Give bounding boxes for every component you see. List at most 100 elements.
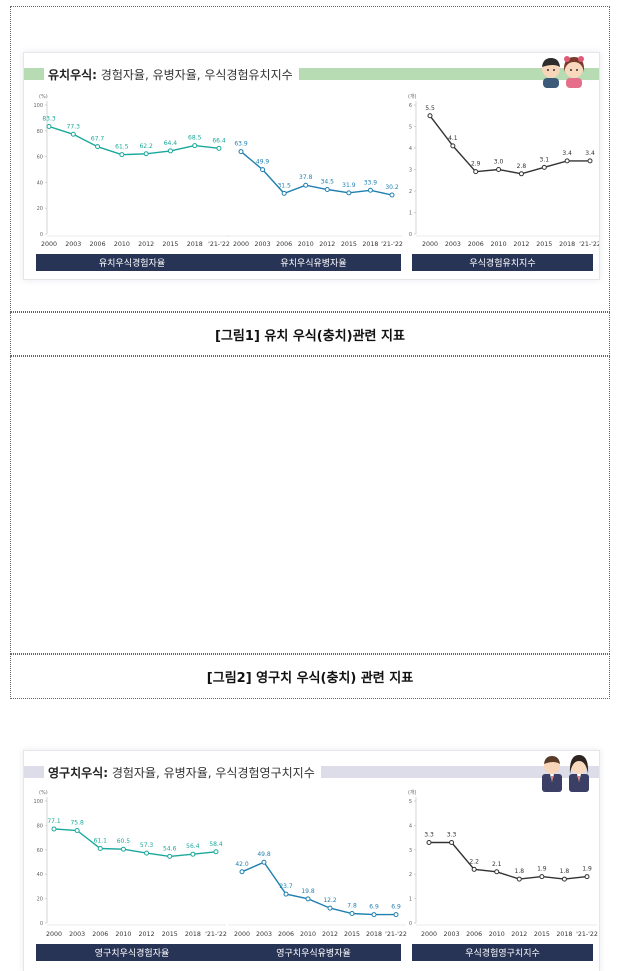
chart2-series-line bbox=[240, 151, 393, 196]
chart1-x-tick-label: 2015 bbox=[162, 241, 178, 248]
chart3-x-tick-label: 2015 bbox=[536, 241, 552, 248]
child-boy-girl-icon bbox=[538, 54, 588, 92]
chart5-data-label: 6.9 bbox=[391, 904, 401, 911]
chart6-y-tick-label: 1 bbox=[409, 897, 412, 903]
chart1-title-band bbox=[36, 254, 228, 271]
chart2-point bbox=[303, 182, 309, 188]
chart6-data-label: 1.8 bbox=[515, 868, 525, 875]
chart3-point bbox=[518, 171, 524, 177]
chart3-x-tick-label: 2012 bbox=[513, 241, 529, 248]
chart3-point bbox=[541, 164, 547, 170]
chart4-x-tick-label: 2003 bbox=[69, 931, 85, 938]
chart3-point bbox=[564, 158, 570, 164]
chart2-x-tick-label: 2012 bbox=[319, 241, 335, 248]
figure1-header-title: 유치우식: 경험자율, 유병자율, 우식경험유치지수 bbox=[44, 66, 299, 83]
chart1-x-tick-label: 2006 bbox=[90, 241, 106, 248]
chart2-data-label: 49.9 bbox=[256, 159, 270, 166]
chart1-unit-label: (%) bbox=[39, 94, 48, 100]
chart3-x-tick-label: 2003 bbox=[445, 241, 461, 248]
chart3-data-label: 3.4 bbox=[585, 150, 595, 157]
chart4-x-tick-label: '21-'22 bbox=[205, 931, 227, 938]
chart4-point bbox=[144, 850, 150, 856]
chart5-x-tick-label: 2010 bbox=[300, 931, 316, 938]
chart2-point bbox=[346, 190, 352, 196]
chart3-series-line bbox=[429, 115, 590, 175]
chart6-y-tick-label: 0 bbox=[409, 921, 412, 927]
chart2-point bbox=[367, 187, 373, 193]
chart6-x-tick-label: 2015 bbox=[534, 931, 550, 938]
chart2-data-label: 31.5 bbox=[277, 182, 291, 189]
chart2-data-label: 37.8 bbox=[299, 174, 313, 181]
chart3-data-label: 3.4 bbox=[562, 150, 572, 157]
chart6-x-tick-label: 2000 bbox=[421, 931, 437, 938]
figure1-caption-cell: [그림1] 유치 우식(충치)관련 지표 bbox=[10, 312, 610, 356]
chart6-data-label: 1.9 bbox=[582, 866, 592, 873]
figure1-panel: 유치우식: 경험자율, 유병자율, 우식경험유치지수 0 20 40 60 80 100(… bbox=[24, 53, 599, 279]
chart1-x-tick-label: 2018 bbox=[187, 241, 203, 248]
chart2-point bbox=[324, 186, 330, 192]
chart6-y-tick-label: 4 bbox=[409, 823, 412, 829]
chart1-point bbox=[70, 131, 76, 137]
chart2-x-tick-label: '21-'22 bbox=[381, 241, 403, 248]
chart5-point bbox=[261, 859, 267, 865]
chart1-x-tick-label: 2000 bbox=[41, 241, 57, 248]
chart3-x-tick-label: 2010 bbox=[491, 241, 507, 248]
chart3-point bbox=[427, 113, 433, 119]
chart1-title: 유치우식경험자율 bbox=[99, 257, 165, 269]
chart5-data-label: 12.2 bbox=[323, 897, 337, 904]
chart1-x-tick-label: '21-'22 bbox=[208, 241, 230, 248]
chart1-data-label: 61.5 bbox=[115, 144, 129, 151]
chart1-x-tick-label: 2003 bbox=[65, 241, 81, 248]
chart6-data-label: 1.8 bbox=[560, 868, 570, 875]
chart5-point bbox=[239, 869, 245, 875]
chart4-x-tick-label: 2012 bbox=[139, 931, 155, 938]
chart2-data-label: 34.5 bbox=[321, 178, 335, 185]
chart6-x-tick-label: 2010 bbox=[489, 931, 505, 938]
chart4-point bbox=[120, 846, 126, 852]
chart3-y-tick-label: 1 bbox=[409, 211, 412, 217]
chart6-title: 우식경험영구치지수 bbox=[465, 947, 540, 959]
chart6-x-tick-label: 2006 bbox=[466, 931, 482, 938]
chart3-data-label: 4.1 bbox=[448, 135, 458, 142]
figure1-cell: 유치우식: 경험자율, 유병자율, 우식경험유치지수 0 20 40 60 80 100(… bbox=[10, 6, 610, 312]
chart1-y-tick-label: 80 bbox=[37, 129, 43, 135]
chart5-data-label: 49.8 bbox=[257, 851, 271, 858]
chart1-point bbox=[216, 145, 222, 151]
chart1-data-label: 83.3 bbox=[42, 116, 56, 123]
chart5-data-label: 23.7 bbox=[279, 883, 293, 890]
chart5-x-tick-label: 2018 bbox=[366, 931, 382, 938]
chart1-y-tick-label: 0 bbox=[40, 232, 43, 238]
chart4-data-label: 61.1 bbox=[94, 837, 108, 844]
chart5-x-tick-label: 2003 bbox=[256, 931, 272, 938]
chart2-title: 유치우식유병자율 bbox=[280, 257, 346, 269]
chart4-x-tick-label: 2018 bbox=[185, 931, 201, 938]
chart6-data-label: 3.3 bbox=[447, 831, 457, 838]
chart5-x-tick-label: 2000 bbox=[234, 931, 250, 938]
chart1-data-label: 62.2 bbox=[139, 143, 153, 150]
chart6-data-label: 1.9 bbox=[537, 866, 547, 873]
chart1-x-tick-label: 2010 bbox=[114, 241, 130, 248]
figure2-cell: 영구치우식: 경험자율, 유병자율, 우식경험영구치지수 0 20 40 60 80 10… bbox=[10, 356, 610, 971]
chart4-x-tick-label: 2000 bbox=[46, 931, 62, 938]
chart4-x-tick-label: 2010 bbox=[115, 931, 131, 938]
chart3-y-tick-label: 6 bbox=[409, 103, 412, 109]
chart1-point bbox=[143, 151, 149, 157]
chart4-unit-label: (%) bbox=[39, 790, 48, 796]
chart4-y-tick-label: 80 bbox=[37, 823, 43, 829]
chart4-point bbox=[74, 828, 80, 834]
chart5-point bbox=[283, 891, 289, 897]
chart1-point bbox=[167, 148, 173, 154]
chart3-point bbox=[587, 158, 593, 164]
chart6-data-label: 3.3 bbox=[424, 831, 434, 838]
chart3-x-tick-label: '21-'22 bbox=[579, 241, 599, 248]
chart3-data-label: 3.0 bbox=[494, 159, 504, 166]
chart4-point bbox=[97, 845, 103, 851]
chart3-data-label: 3.1 bbox=[540, 156, 550, 163]
chart2-data-label: 63.9 bbox=[234, 141, 248, 148]
chart5-data-label: 42.0 bbox=[235, 861, 249, 868]
chart1-y-tick-label: 100 bbox=[33, 103, 43, 109]
chart6-point bbox=[494, 869, 500, 875]
chart6-point bbox=[539, 874, 545, 880]
